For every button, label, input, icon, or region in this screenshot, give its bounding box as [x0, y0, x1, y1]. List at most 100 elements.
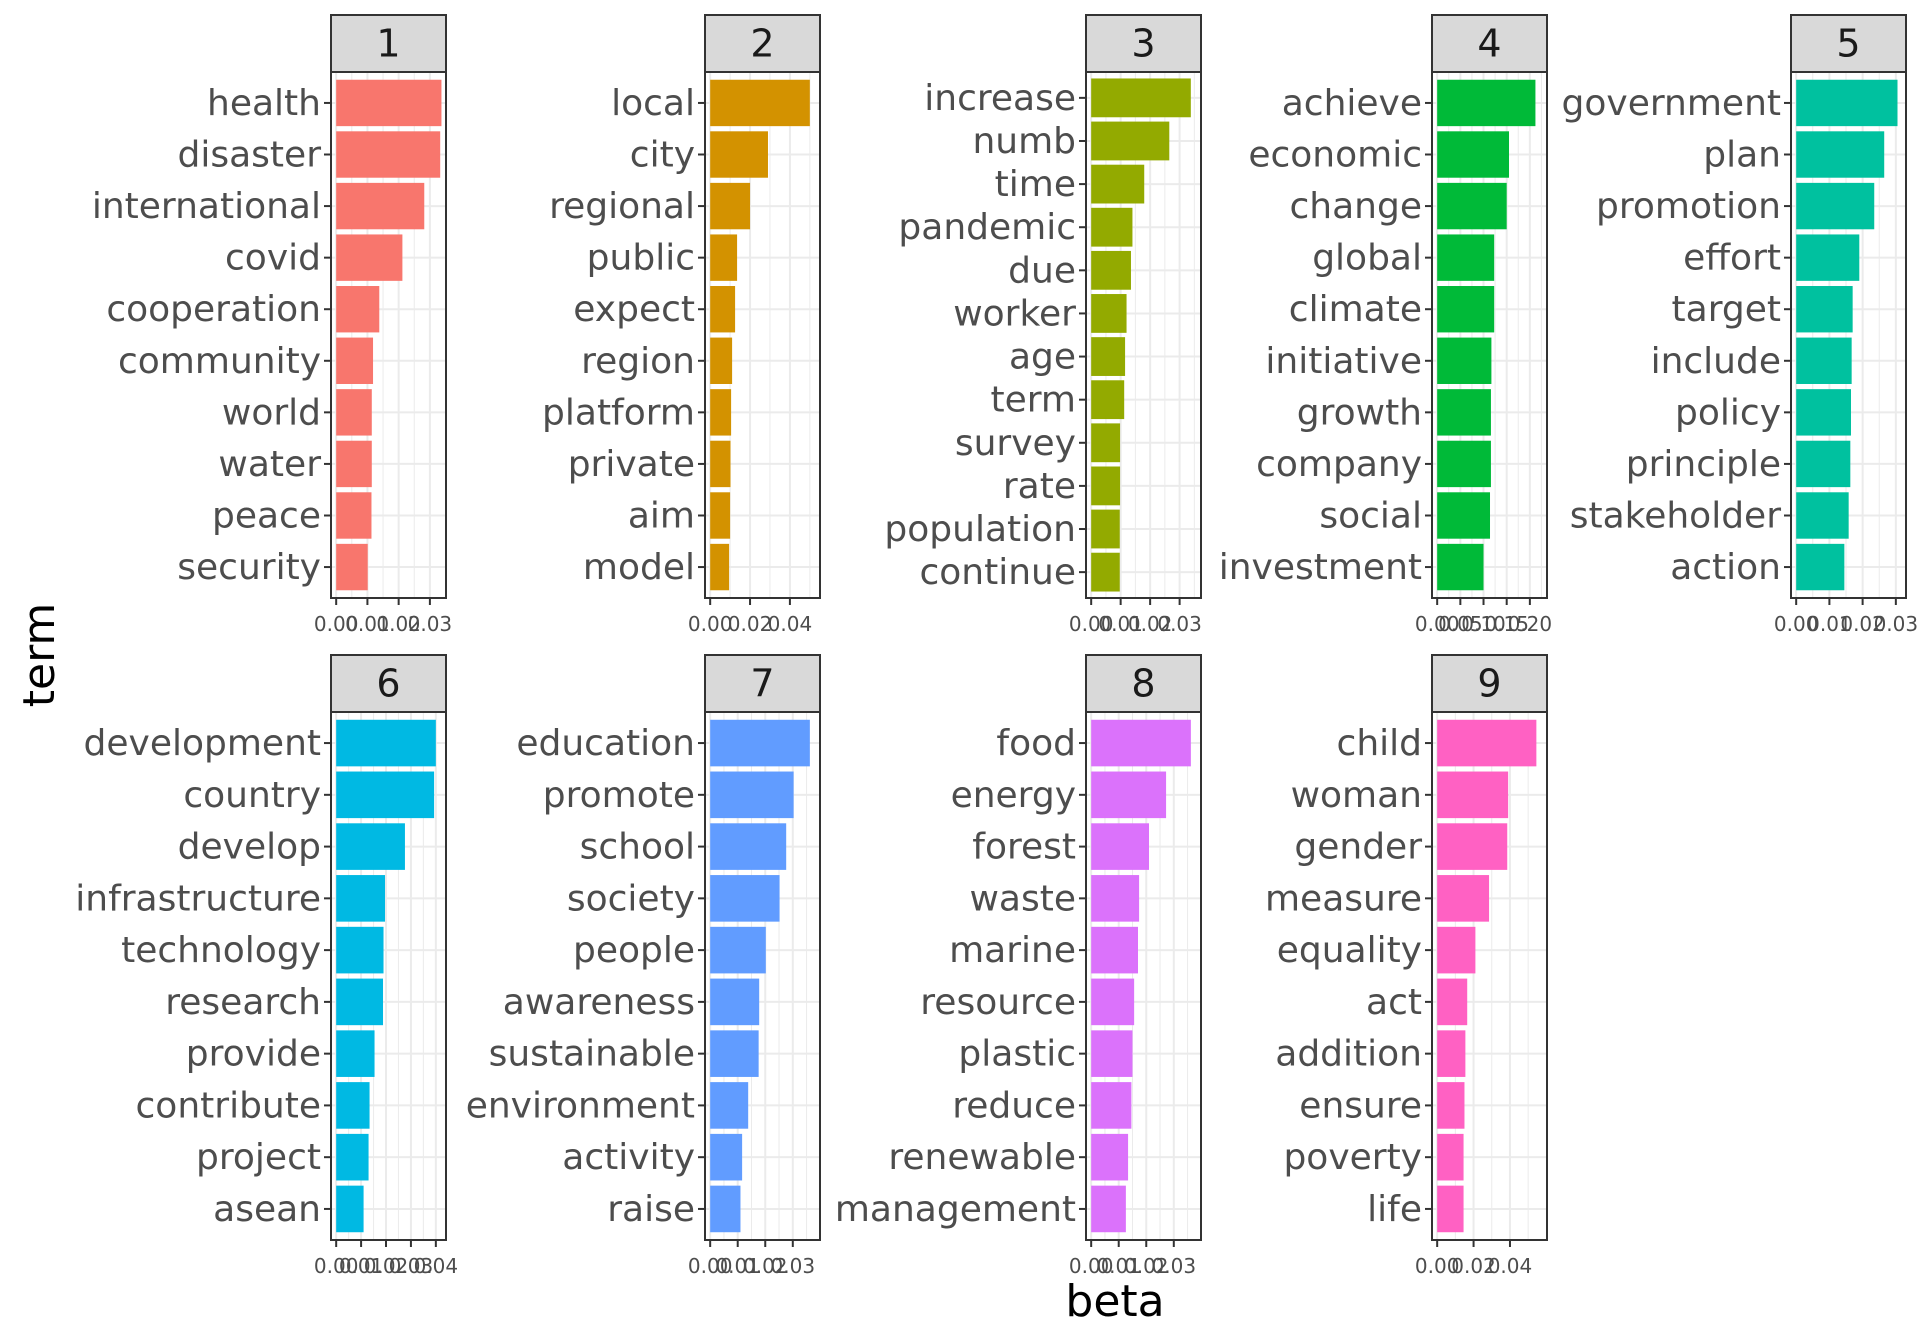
facet-strip: [330, 14, 447, 73]
bar-plastic: [1091, 1030, 1133, 1077]
term-label: rate: [1003, 466, 1076, 507]
x-tick-label: 0.01: [339, 1254, 384, 1278]
bar-economic: [1437, 131, 1510, 178]
term-label: ensure: [1299, 1085, 1422, 1126]
bar-term: [1091, 380, 1125, 420]
facet-strip: [1431, 654, 1548, 713]
panel-border: [330, 711, 447, 1241]
term-label: city: [630, 135, 695, 176]
bar-research: [336, 978, 384, 1026]
term-label: initiative: [1265, 341, 1422, 382]
term-label: people: [573, 930, 695, 971]
bar-local: [710, 79, 810, 127]
panels: 1 health disaster international covid coopera…: [75, 14, 1918, 1278]
bar-rate: [1091, 466, 1121, 506]
bar-health: [336, 79, 442, 127]
term-label: public: [587, 238, 695, 279]
term-label: gender: [1294, 827, 1422, 868]
bar-pandemic: [1091, 207, 1133, 247]
bar-people: [710, 926, 766, 974]
bar-survey: [1091, 423, 1121, 463]
term-label: private: [568, 444, 695, 485]
bar-platform: [710, 389, 732, 436]
bar-population: [1091, 509, 1120, 549]
bar-international: [336, 182, 425, 230]
bar-aim: [710, 492, 731, 539]
term-label: act: [1366, 982, 1422, 1023]
term-label: pandemic: [898, 207, 1076, 248]
bar-education: [710, 719, 810, 767]
term-label: change: [1290, 186, 1423, 227]
bar-target: [1796, 286, 1853, 333]
x-tick-label: 0.00: [314, 612, 359, 636]
bar-poverty: [1437, 1133, 1464, 1181]
x-tick-label: 0.02: [376, 612, 421, 636]
term-label: principle: [1626, 444, 1781, 485]
bar-management: [1091, 1185, 1126, 1233]
panel-9: 9 child woman gender measure equality act addit…: [1265, 654, 1548, 1278]
facet-strip-label: 9: [1477, 662, 1501, 706]
x-tick-label: 0.04: [1488, 1254, 1533, 1278]
bar-global: [1437, 234, 1495, 281]
term-label: education: [516, 723, 695, 764]
bar-region: [710, 337, 733, 384]
term-label: social: [1319, 495, 1422, 536]
term-label: renewable: [888, 1137, 1076, 1178]
bar-stakeholder: [1796, 492, 1849, 539]
term-label: disaster: [178, 135, 322, 176]
x-tick-label: 0.02: [364, 1254, 409, 1278]
term-label: asean: [213, 1189, 321, 1230]
bar-principle: [1796, 440, 1851, 488]
x-tick-label: 0.00: [1415, 612, 1460, 636]
term-label: water: [218, 444, 321, 485]
panel-6: 6 development country develop infrastructure…: [75, 654, 458, 1278]
panel-2: 2 local city regional public expect region plat…: [542, 14, 821, 636]
term-label: increase: [924, 78, 1076, 119]
x-tick-label: 0.00: [1415, 1254, 1460, 1278]
term-label: resource: [920, 982, 1076, 1023]
x-tick-label: 0.02: [1451, 1254, 1496, 1278]
term-label: growth: [1297, 392, 1422, 433]
term-label: region: [581, 341, 695, 382]
facet-strip: [1431, 14, 1548, 73]
facet-strip-label: 2: [750, 22, 774, 66]
bar-renewable: [1091, 1133, 1129, 1181]
facet-strip-label: 3: [1131, 22, 1155, 66]
term-label: worker: [953, 293, 1076, 334]
term-label: peace: [212, 495, 321, 536]
term-label: security: [177, 547, 321, 588]
panel-border: [704, 71, 821, 599]
term-label: economic: [1248, 135, 1422, 176]
bar-waste: [1091, 875, 1140, 922]
facet-strip: [1085, 14, 1202, 73]
bar-private: [710, 440, 731, 488]
bar-action: [1796, 543, 1845, 591]
bar-project: [336, 1133, 369, 1181]
term-label: addition: [1275, 1034, 1422, 1075]
term-label: covid: [225, 238, 321, 279]
term-label: investment: [1219, 547, 1422, 588]
x-tick-label: 0.03: [1157, 612, 1202, 636]
x-tick-label: 0.00: [1774, 612, 1819, 636]
facet-strip: [1790, 14, 1907, 73]
term-label: development: [84, 723, 321, 764]
panel-border: [1431, 71, 1548, 599]
term-label: achieve: [1282, 83, 1422, 124]
y-axis-title: term: [14, 603, 65, 708]
bar-peace: [336, 492, 372, 539]
x-tick-label: 0.00: [314, 1254, 359, 1278]
panel-border: [1431, 711, 1548, 1241]
panel-5: 5 government plan promotion effort target incl…: [1562, 14, 1918, 636]
term-label: expect: [573, 289, 695, 330]
bar-energy: [1091, 771, 1167, 819]
x-tick-label: 0.00: [688, 1254, 733, 1278]
panel-border: [1085, 711, 1202, 1241]
term-label: society: [567, 878, 695, 919]
bar-community: [336, 337, 374, 384]
bar-addition: [1437, 1030, 1466, 1077]
term-label: population: [884, 509, 1076, 550]
term-label: target: [1672, 289, 1781, 330]
term-label: management: [835, 1189, 1076, 1230]
term-label: sustainable: [489, 1034, 695, 1075]
x-tick-label: 0.01: [345, 612, 390, 636]
